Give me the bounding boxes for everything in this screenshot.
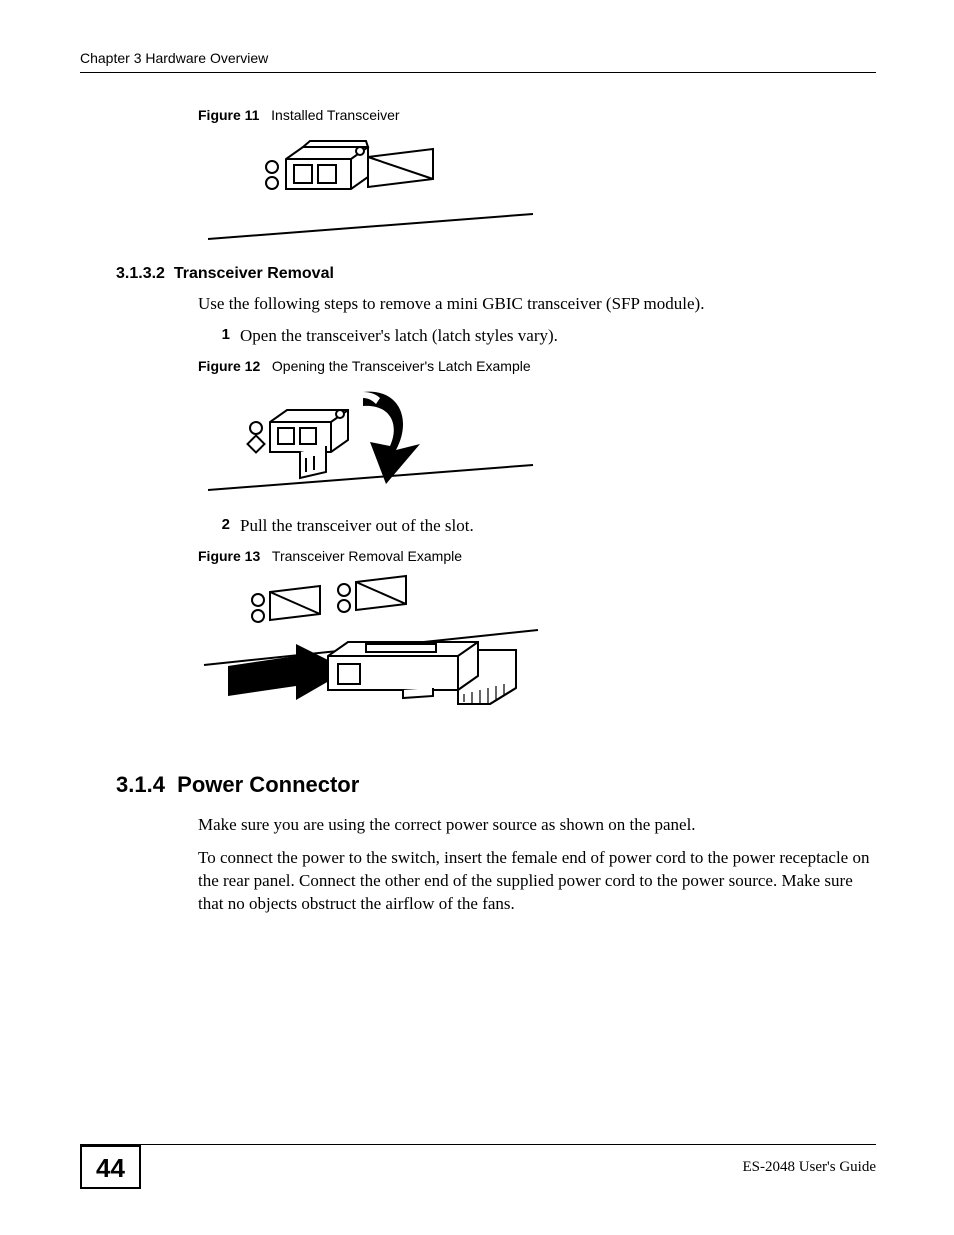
sec-314-p2: To connect the power to the switch, inse… bbox=[198, 847, 876, 916]
step-1-text: Open the transceiver's latch (latch styl… bbox=[240, 326, 558, 346]
figure-13-caption: Figure 13 Transceiver Removal Example bbox=[198, 548, 876, 564]
heading-3-1-3-2: 3.1.3.2 Transceiver Removal bbox=[116, 265, 876, 283]
footer-guide: ES-2048 User's Guide bbox=[742, 1159, 876, 1176]
step-2-text: Pull the transceiver out of the slot. bbox=[240, 516, 474, 536]
figure-11-caption: Figure 11 Installed Transceiver bbox=[198, 107, 876, 123]
figure-11-illustration bbox=[198, 129, 543, 247]
heading-3-1-4-title: Power Connector bbox=[177, 772, 359, 797]
step-2-num: 2 bbox=[198, 516, 230, 533]
heading-3-1-4-num: 3.1.4 bbox=[116, 772, 165, 797]
step-1-num: 1 bbox=[198, 326, 230, 343]
heading-3-1-4: 3.1.4 Power Connector bbox=[116, 772, 876, 798]
figure-13-label: Figure 13 bbox=[198, 548, 260, 564]
figure-13-illustration bbox=[198, 570, 543, 732]
step-2: 2 Pull the transceiver out of the slot. bbox=[198, 516, 876, 536]
figure-12-caption: Figure 12 Opening the Transceiver's Latc… bbox=[198, 358, 876, 374]
footer: 44 ES-2048 User's Guide bbox=[80, 1145, 876, 1189]
figure-12-label: Figure 12 bbox=[198, 358, 260, 374]
page-number: 44 bbox=[80, 1145, 141, 1189]
figure-12-illustration bbox=[198, 380, 543, 498]
running-header: Chapter 3 Hardware Overview bbox=[80, 50, 876, 73]
heading-3-1-3-2-title: Transceiver Removal bbox=[174, 265, 334, 282]
figure-13-text: Transceiver Removal Example bbox=[272, 548, 462, 564]
sec-314-p1: Make sure you are using the correct powe… bbox=[198, 814, 876, 837]
figure-11-text: Installed Transceiver bbox=[271, 107, 399, 123]
figure-11-label: Figure 11 bbox=[198, 107, 259, 123]
figure-12-text: Opening the Transceiver's Latch Example bbox=[272, 358, 531, 374]
sec-3132-intro: Use the following steps to remove a mini… bbox=[198, 293, 876, 316]
step-1: 1 Open the transceiver's latch (latch st… bbox=[198, 326, 876, 346]
heading-3-1-3-2-num: 3.1.3.2 bbox=[116, 265, 165, 282]
